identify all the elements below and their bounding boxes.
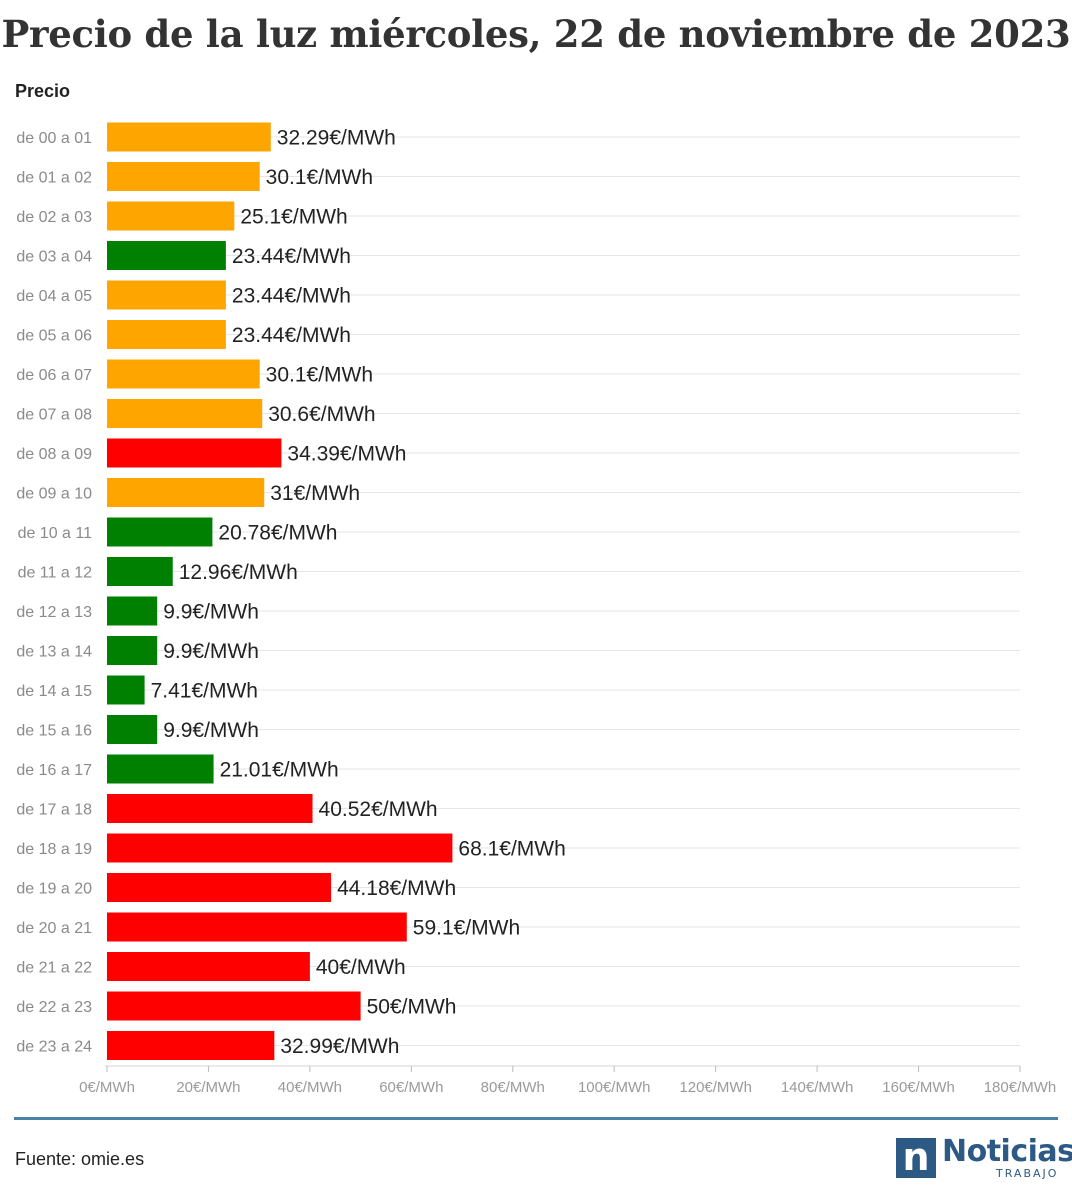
bar [107,636,158,665]
category-label: de 18 a 19 [16,841,92,858]
n-letter-icon: n [896,1135,936,1179]
category-label: de 11 a 12 [18,565,93,582]
category-label: de 15 a 16 [16,723,92,740]
category-label: de 03 a 04 [16,249,92,266]
value-label: 9.9€/MWh [163,640,259,663]
category-label: de 07 a 08 [16,407,92,424]
x-tick-label: 60€/MWh [379,1079,443,1096]
bar [107,833,453,863]
value-label: 31€/MWh [270,482,360,505]
bar [107,596,158,626]
category-label: de 09 a 10 [16,486,92,503]
value-label: 40€/MWh [316,956,406,979]
category-label: de 00 a 01 [16,130,92,147]
value-label: 30.6€/MWh [268,403,375,426]
value-label: 32.29€/MWh [277,127,396,150]
bar [107,399,263,428]
x-tick-label: 160€/MWh [882,1079,955,1096]
bar [107,478,265,507]
category-label: de 13 a 14 [16,644,92,661]
bar-chart: 0€/MWh 20€/MWh 40€/MWh 60€/MWh 80€/MWh 100€/M… [16,122,1057,1096]
value-label: 20.78€/MWh [218,522,337,545]
x-tick-label: 80€/MWh [481,1079,545,1096]
category-label: de 19 a 20 [16,881,92,898]
value-label: 23.44€/MWh [232,324,351,347]
bar [107,991,361,1021]
bar [107,1031,275,1060]
category-label: de 20 a 21 [16,920,92,937]
footer-divider [14,1117,1058,1120]
value-label: 30.1€/MWh [266,166,373,189]
source-note: Fuente: omie.es [15,1149,145,1169]
bar [107,873,332,902]
category-label: de 10 a 11 [18,525,93,542]
x-tick-label: 140€/MWh [781,1079,854,1096]
value-label: 23.44€/MWh [232,285,351,308]
value-label: 7.41€/MWh [151,680,258,703]
value-label: 50€/MWh [367,996,457,1019]
bar [107,557,173,586]
bar [107,715,158,744]
bar [107,754,214,784]
value-label: 30.1€/MWh [266,364,373,387]
category-label: de 06 a 07 [16,367,92,384]
bar [107,122,271,152]
bar [107,912,407,942]
value-label: 59.1€/MWh [413,917,520,940]
value-label: 40.52€/MWh [319,798,438,821]
bar [107,359,260,389]
category-label: de 14 a 15 [16,683,92,700]
logo-wordmark: Noticias [942,1134,1072,1169]
category-label: de 08 a 09 [16,446,92,463]
x-tick-label: 40€/MWh [278,1079,342,1096]
category-label: de 16 a 17 [16,762,92,779]
bar [107,517,213,547]
bar [107,675,145,705]
value-label: 68.1€/MWh [458,838,565,861]
bar [107,320,226,349]
value-label: 32.99€/MWh [280,1035,399,1058]
bar [107,280,226,310]
value-label: 9.9€/MWh [163,719,259,742]
logo-subtitle: TRABAJO [996,1167,1059,1180]
bar [107,241,226,270]
x-tick-label: 20€/MWh [176,1079,240,1096]
value-label: 34.39€/MWh [287,443,406,466]
value-label: 12.96€/MWh [179,561,298,584]
category-label: de 17 a 18 [16,802,92,819]
value-label: 23.44€/MWh [232,245,351,268]
category-label: de 02 a 03 [16,209,92,226]
value-label: 25.1€/MWh [240,206,347,229]
x-tick-label: 120€/MWh [679,1079,752,1096]
bar [107,162,260,191]
value-label: 9.9€/MWh [163,601,259,624]
brand-logo[interactable]: n Noticias TRABAJO [896,1134,1072,1180]
category-label: de 01 a 02 [16,170,92,187]
x-tick-label: 180€/MWh [984,1079,1057,1096]
category-label: de 22 a 23 [16,999,92,1016]
category-label: de 23 a 24 [16,1039,92,1056]
chart-title: Precio de la luz miércoles, 22 de noviem… [1,12,1071,56]
x-tick-label: 100€/MWh [578,1079,651,1096]
category-label: de 05 a 06 [16,328,92,345]
x-tick-label: 0€/MWh [79,1079,135,1096]
value-label: 44.18€/MWh [337,877,456,900]
bar [107,952,310,981]
category-label: de 04 a 05 [16,288,92,305]
category-label: de 21 a 22 [16,960,92,977]
bar [107,201,235,231]
bar [107,438,282,468]
bar [107,794,313,823]
category-axis-label: Precio [15,81,71,101]
category-label: de 12 a 13 [16,604,92,621]
value-label: 21.01€/MWh [220,759,339,782]
